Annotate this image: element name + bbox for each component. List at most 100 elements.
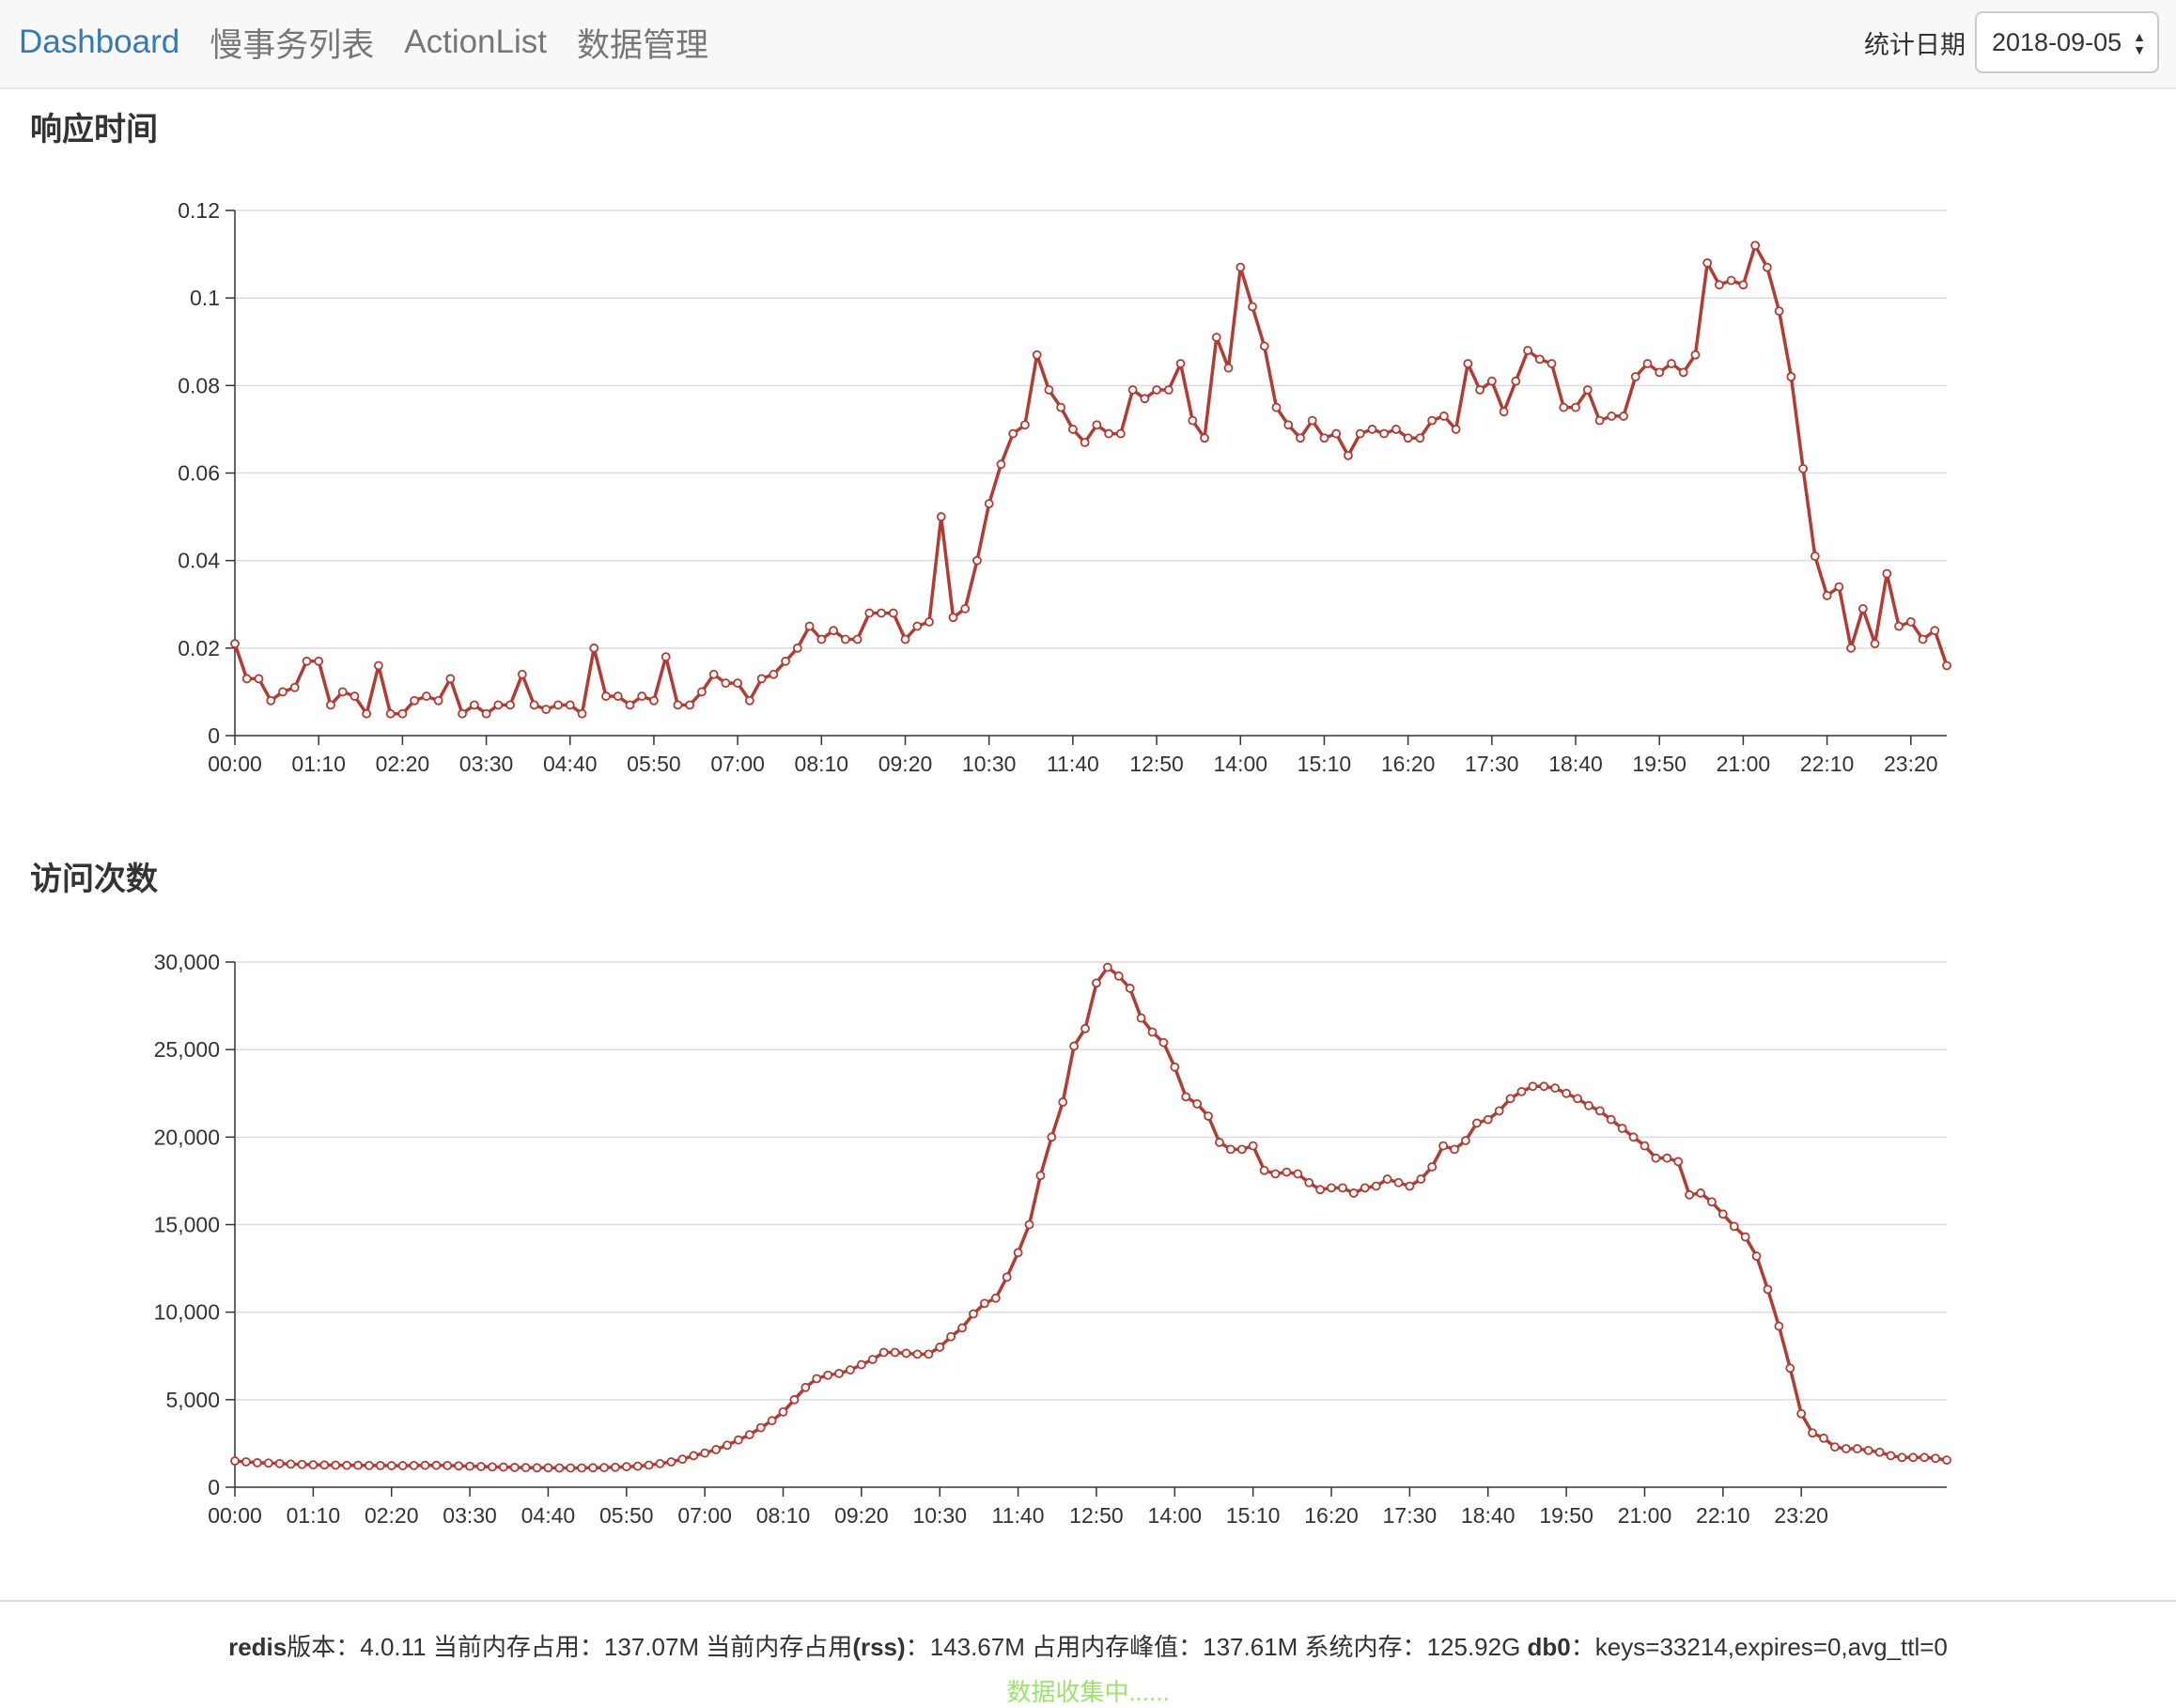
data-point xyxy=(589,643,599,653)
data-point xyxy=(1360,1183,1370,1193)
data-point xyxy=(599,1463,609,1473)
data-point xyxy=(1104,428,1114,439)
data-point xyxy=(1225,1144,1236,1155)
data-point xyxy=(1056,402,1066,412)
memory-rss-colon: ： xyxy=(905,1633,930,1661)
data-point xyxy=(823,1370,833,1380)
data-point xyxy=(1170,1062,1180,1072)
data-point xyxy=(840,634,850,644)
data-point xyxy=(1405,1181,1415,1191)
data-point xyxy=(1678,367,1688,378)
data-point xyxy=(948,613,958,623)
data-point xyxy=(1438,411,1449,421)
data-point xyxy=(308,1460,319,1470)
x-tick-label: 19:50 xyxy=(1632,752,1686,776)
data-point xyxy=(1391,425,1401,434)
data-point xyxy=(1874,1447,1885,1457)
data-point xyxy=(493,700,504,710)
data-point xyxy=(1158,1037,1169,1048)
data-point xyxy=(677,1454,688,1465)
data-point xyxy=(443,1460,453,1470)
data-point xyxy=(1785,1363,1795,1374)
data-point xyxy=(521,1463,531,1473)
data-point xyxy=(362,708,372,719)
data-point xyxy=(1607,411,1617,421)
x-tick-label: 17:30 xyxy=(1383,1503,1438,1528)
data-point xyxy=(1403,433,1413,443)
data-point xyxy=(1188,415,1198,426)
data-point xyxy=(1211,333,1221,342)
data-point xyxy=(1102,962,1112,972)
data-point xyxy=(744,695,754,706)
data-point xyxy=(1819,1433,1828,1443)
x-tick-label: 11:40 xyxy=(992,1503,1045,1528)
nav-link-slow-transactions[interactable]: 慢事务列表 xyxy=(210,26,375,64)
data-point xyxy=(767,1416,777,1426)
data-point xyxy=(532,1463,542,1473)
data-point xyxy=(433,695,443,706)
y-tick-label: 30,000 xyxy=(154,950,220,974)
data-point xyxy=(1475,385,1484,395)
data-point xyxy=(1707,1197,1717,1207)
data-point xyxy=(1571,402,1580,412)
x-tick-label: 21:00 xyxy=(1717,752,1771,776)
data-point xyxy=(1726,275,1736,286)
data-point xyxy=(1163,385,1173,395)
data-point xyxy=(864,608,875,618)
data-point xyxy=(1594,1106,1605,1116)
collection-status: 数据收集中...... xyxy=(1006,1678,1170,1706)
data-point xyxy=(1047,1132,1057,1142)
data-point xyxy=(1319,433,1329,443)
data-point xyxy=(733,1435,743,1445)
data-point xyxy=(1528,1081,1538,1092)
data-point xyxy=(1640,1141,1650,1151)
data-point xyxy=(375,1460,385,1470)
x-tick-label: 19:50 xyxy=(1539,1503,1593,1528)
nav-link-actionlist[interactable]: ActionList xyxy=(404,23,547,60)
data-point xyxy=(1696,1188,1705,1198)
data-point xyxy=(666,1457,676,1467)
data-point xyxy=(816,634,827,644)
x-tick-label: 14:00 xyxy=(1213,752,1267,776)
data-point xyxy=(1908,1452,1919,1463)
x-tick-label: 23:20 xyxy=(1884,752,1938,776)
x-tick-label: 21:00 xyxy=(1618,1503,1672,1528)
x-tick-label: 04:40 xyxy=(521,1503,576,1528)
data-point xyxy=(890,1347,900,1358)
data-point xyxy=(1355,428,1365,439)
memory-rss-bold: (rss) xyxy=(852,1633,906,1661)
data-point xyxy=(1236,1144,1247,1155)
data-point xyxy=(1140,394,1150,404)
data-point xyxy=(972,555,982,566)
data-point xyxy=(1796,1408,1807,1419)
data-point xyxy=(286,1459,296,1469)
data-point xyxy=(888,608,898,618)
memory-peak-value: 137.61M xyxy=(1203,1633,1298,1661)
data-point xyxy=(769,669,779,679)
data-point xyxy=(1523,346,1532,355)
data-point xyxy=(230,639,240,649)
data-point xyxy=(1270,1169,1281,1179)
data-point xyxy=(350,691,360,701)
y-tick-label: 0.08 xyxy=(178,373,220,397)
data-point xyxy=(1606,1114,1616,1125)
data-point xyxy=(1617,1124,1627,1133)
data-point xyxy=(1738,280,1749,290)
data-point xyxy=(1534,354,1545,365)
data-point xyxy=(778,1406,788,1417)
system-memory-value: 125.92G xyxy=(1426,1633,1521,1661)
x-tick-label: 17:30 xyxy=(1465,752,1519,776)
data-point xyxy=(314,656,324,666)
nav-link-dashboard[interactable]: Dashboard xyxy=(19,23,180,60)
data-point xyxy=(541,705,552,714)
x-tick-label: 01:10 xyxy=(291,752,346,776)
data-point xyxy=(1942,1455,1951,1466)
nav-link-data-management[interactable]: 数据管理 xyxy=(577,26,709,64)
data-point xyxy=(610,1462,620,1472)
data-point xyxy=(278,687,288,697)
data-point xyxy=(969,1309,978,1319)
data-point xyxy=(252,1458,262,1467)
data-point xyxy=(1192,1099,1203,1109)
data-point xyxy=(1020,420,1030,430)
date-select[interactable]: 2018-09-05 ▲ ▼ xyxy=(1975,11,2159,73)
